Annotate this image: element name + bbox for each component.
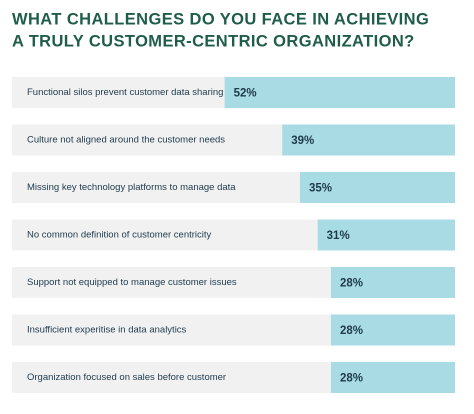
value-label: 39% — [291, 135, 314, 147]
category-label: Organization focused on sales before cus… — [27, 372, 226, 383]
bar — [282, 124, 455, 156]
value-label: 31% — [327, 230, 350, 242]
category-label: Insufficient experitise in data analytic… — [27, 325, 187, 336]
category-label: No common definition of customer centric… — [27, 230, 212, 241]
bar — [330, 267, 455, 298]
bar — [330, 314, 455, 346]
bar — [330, 362, 455, 393]
chart-title: WHAT CHALLENGES DO YOU FACE IN ACHIEVING — [12, 10, 429, 28]
value-label: 28% — [340, 325, 363, 337]
category-label: Missing key technology platforms to mana… — [27, 182, 236, 193]
bar — [224, 77, 455, 108]
bar — [317, 219, 455, 251]
category-label: Culture not aligned around the customer … — [27, 135, 225, 146]
category-label: Support not equipped to manage customer … — [27, 277, 237, 288]
value-label: 28% — [340, 373, 363, 385]
category-label: Functional silos prevent customer data s… — [27, 87, 223, 98]
value-label: 35% — [309, 183, 332, 195]
chart-title: A TRULY CUSTOMER-CENTRIC ORGANIZATION? — [12, 32, 415, 50]
value-label: 28% — [340, 278, 363, 290]
bar — [299, 172, 455, 203]
value-label: 52% — [234, 88, 257, 100]
